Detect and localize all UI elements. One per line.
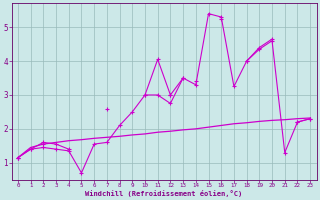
X-axis label: Windchill (Refroidissement éolien,°C): Windchill (Refroidissement éolien,°C): [85, 190, 243, 197]
